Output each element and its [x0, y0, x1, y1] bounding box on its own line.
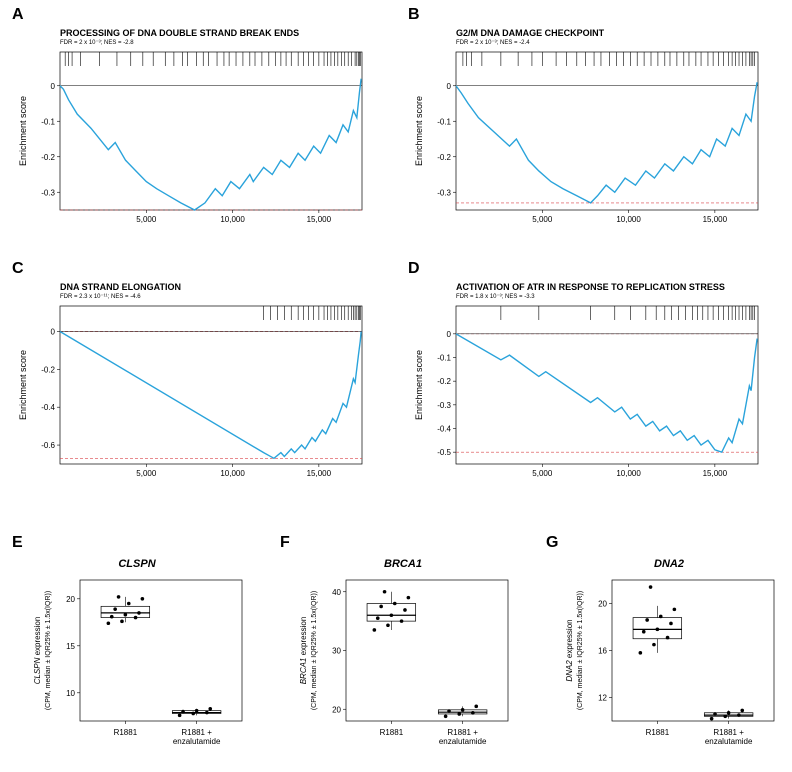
box-panel-e: CLSPN 10 15 20 R1881 R1881 +enzalutamide CLSP… — [22, 558, 252, 758]
svg-text:5,000: 5,000 — [136, 215, 157, 224]
svg-text:20: 20 — [598, 600, 607, 609]
svg-text:BRCA1 expression: BRCA1 expression — [299, 617, 308, 685]
svg-text:30: 30 — [332, 647, 341, 656]
svg-text:0: 0 — [51, 82, 56, 91]
svg-text:-0.5: -0.5 — [437, 448, 451, 457]
svg-text:-0.3: -0.3 — [41, 188, 55, 197]
label-f: F — [280, 534, 290, 552]
svg-text:20: 20 — [332, 705, 341, 714]
svg-text:R1881: R1881 — [380, 728, 404, 737]
gsea-chart-c: 0 -0.2 -0.4 -0.6 5,000 10,000 15,000 Enrichment… — [12, 302, 372, 492]
svg-text:10,000: 10,000 — [616, 215, 641, 224]
label-e: E — [12, 534, 23, 552]
gsea-stats-b: FDR = 2 x 10⁻³; NES = -2.4 — [456, 39, 768, 46]
svg-text:-0.2: -0.2 — [41, 153, 55, 162]
svg-text:15,000: 15,000 — [703, 215, 728, 224]
svg-text:-0.1: -0.1 — [41, 117, 55, 126]
svg-text:-0.6: -0.6 — [41, 441, 55, 450]
svg-text:-0.3: -0.3 — [437, 401, 451, 410]
svg-text:10: 10 — [66, 689, 75, 698]
box-title-g: DNA2 — [554, 558, 784, 570]
gsea-chart-d: 0 -0.1 -0.2 -0.3 -0.4 -0.5 5,000 10,000 15,000 En… — [408, 302, 768, 492]
gsea-stats-a: FDR = 2 x 10⁻³; NES = -2.8 — [60, 39, 372, 46]
box-panel-g: DNA2 12 16 20 R1881 R1881 +enzalutamide DNA2 … — [554, 558, 784, 758]
svg-text:15,000: 15,000 — [307, 469, 332, 478]
svg-text:Enrichment score: Enrichment score — [18, 350, 28, 420]
svg-text:R1881 +: R1881 + — [181, 728, 212, 737]
svg-text:R1881 +: R1881 + — [713, 728, 744, 737]
svg-text:0: 0 — [447, 330, 452, 339]
svg-text:10,000: 10,000 — [220, 469, 245, 478]
svg-text:5,000: 5,000 — [532, 215, 553, 224]
box-chart-f: 20 30 40 R1881 R1881 +enzalutamide BRCA1 expr… — [288, 574, 518, 769]
svg-text:R1881 +: R1881 + — [447, 728, 478, 737]
box-panel-f: BRCA1 20 30 40 R1881 R1881 +enzalutamide BRCA… — [288, 558, 518, 758]
gsea-panel-b: G2/M DNA DAMAGE CHECKPOINT FDR = 2 x 10⁻… — [408, 28, 768, 248]
svg-text:0: 0 — [51, 327, 56, 336]
gsea-title-d: ACTIVATION OF ATR IN RESPONSE TO REPLICA… — [456, 282, 768, 292]
label-g: G — [546, 534, 558, 552]
svg-text:(CPM, median ± IQR25% ± 1.5x(I: (CPM, median ± IQR25% ± 1.5x(IQR)) — [45, 591, 52, 710]
label-b: B — [408, 6, 420, 24]
gsea-panel-c: DNA STRAND ELONGATION FDR = 2.3 x 10⁻¹¹;… — [12, 282, 372, 502]
gsea-title-a: PROCESSING OF DNA DOUBLE STRAND BREAK EN… — [60, 28, 372, 38]
svg-text:5,000: 5,000 — [532, 469, 553, 478]
svg-text:15,000: 15,000 — [703, 469, 728, 478]
svg-text:-0.2: -0.2 — [437, 377, 451, 386]
svg-text:R1881: R1881 — [114, 728, 138, 737]
svg-text:CLSPN expression: CLSPN expression — [33, 617, 42, 685]
box-title-e: CLSPN — [22, 558, 252, 570]
svg-text:10,000: 10,000 — [616, 469, 641, 478]
svg-text:Enrichment score: Enrichment score — [18, 96, 28, 166]
svg-text:-0.1: -0.1 — [437, 117, 451, 126]
svg-text:-0.2: -0.2 — [41, 365, 55, 374]
gsea-panel-a: PROCESSING OF DNA DOUBLE STRAND BREAK EN… — [12, 28, 372, 248]
gsea-stats-d: FDR = 1.8 x 10⁻³; NES = -3.3 — [456, 293, 768, 300]
svg-text:5,000: 5,000 — [136, 469, 157, 478]
svg-text:enzalutamide: enzalutamide — [173, 737, 221, 746]
svg-text:enzalutamide: enzalutamide — [705, 737, 753, 746]
svg-text:enzalutamide: enzalutamide — [439, 737, 487, 746]
svg-text:12: 12 — [598, 694, 607, 703]
svg-text:40: 40 — [332, 588, 341, 597]
svg-text:-0.4: -0.4 — [437, 425, 451, 434]
label-a: A — [12, 6, 24, 24]
svg-text:0: 0 — [447, 82, 452, 91]
box-title-f: BRCA1 — [288, 558, 518, 570]
svg-text:-0.4: -0.4 — [41, 403, 55, 412]
box-chart-e: 10 15 20 R1881 R1881 +enzalutamide CLSPN expr… — [22, 574, 252, 769]
label-d: D — [408, 260, 420, 278]
gsea-panel-d: ACTIVATION OF ATR IN RESPONSE TO REPLICA… — [408, 282, 768, 502]
svg-text:-0.1: -0.1 — [437, 354, 451, 363]
svg-text:Enrichment score: Enrichment score — [414, 350, 424, 420]
svg-text:R1881: R1881 — [646, 728, 670, 737]
svg-text:16: 16 — [598, 647, 607, 656]
svg-text:-0.2: -0.2 — [437, 153, 451, 162]
gsea-stats-c: FDR = 2.3 x 10⁻¹¹; NES = -4.6 — [60, 293, 372, 300]
gsea-title-b: G2/M DNA DAMAGE CHECKPOINT — [456, 28, 768, 38]
svg-text:(CPM, median ± IQR25% ± 1.5x(I: (CPM, median ± IQR25% ± 1.5x(IQR)) — [577, 591, 584, 710]
svg-text:20: 20 — [66, 595, 75, 604]
svg-text:-0.3: -0.3 — [437, 188, 451, 197]
svg-text:15: 15 — [66, 642, 75, 651]
gsea-chart-b: 0 -0.1 -0.2 -0.3 5,000 10,000 15,000 Enrichment… — [408, 48, 768, 238]
label-c: C — [12, 260, 24, 278]
gsea-title-c: DNA STRAND ELONGATION — [60, 282, 372, 292]
svg-text:Enrichment score: Enrichment score — [414, 96, 424, 166]
svg-text:(CPM, median ± IQR25% ± 1.5x(I: (CPM, median ± IQR25% ± 1.5x(IQR)) — [311, 591, 318, 710]
svg-text:15,000: 15,000 — [307, 215, 332, 224]
gsea-chart-a: 0 -0.1 -0.2 -0.3 5,000 10,000 15,000 Enrichment… — [12, 48, 372, 238]
svg-text:DNA2 expression: DNA2 expression — [565, 619, 574, 681]
svg-text:10,000: 10,000 — [220, 215, 245, 224]
box-chart-g: 12 16 20 R1881 R1881 +enzalutamide DNA2 expre… — [554, 574, 784, 769]
